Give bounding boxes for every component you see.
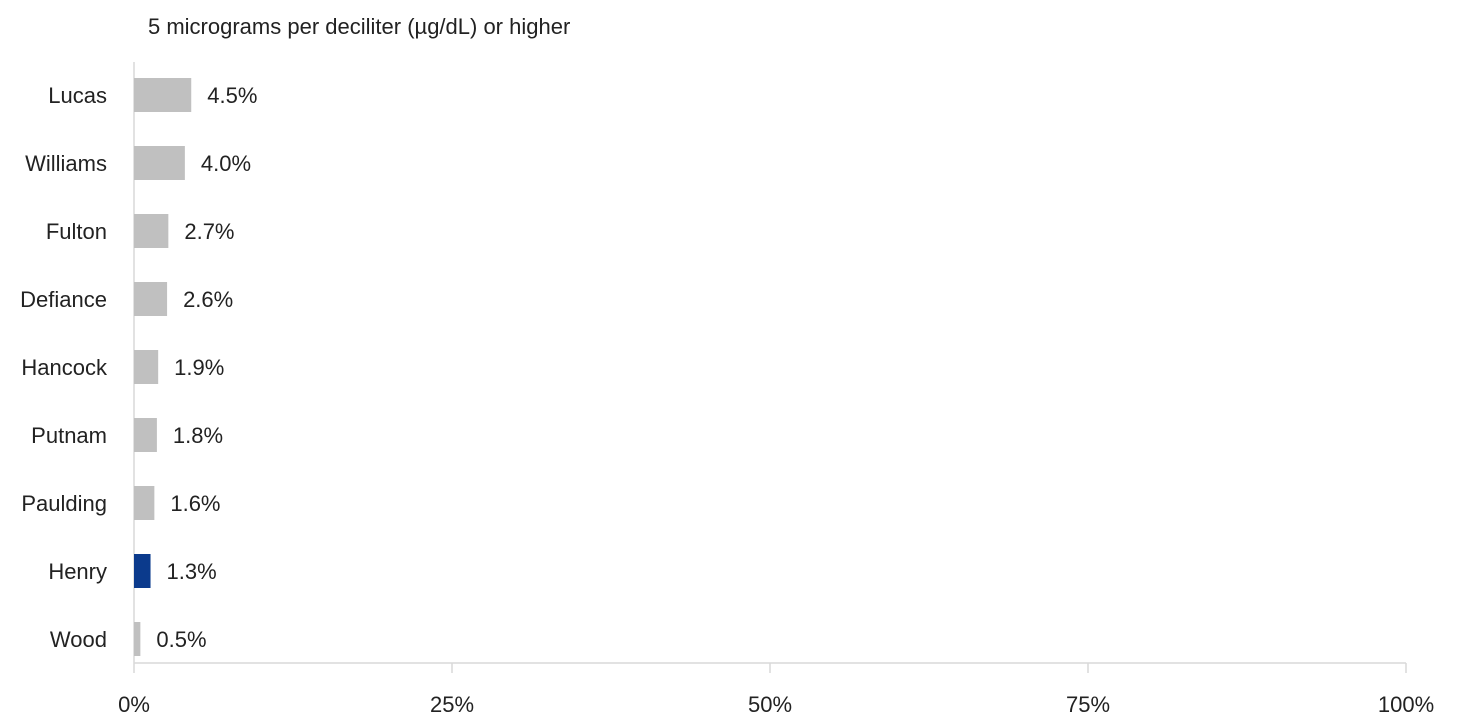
category-label: Henry [48,559,107,584]
axes [133,62,1407,673]
category-label: Paulding [21,491,107,516]
bar [134,146,185,180]
bar [134,78,192,112]
data-label: 2.7% [184,219,234,244]
chart-title: 5 micrograms per deciliter (µg/dL) or hi… [148,14,571,39]
category-label: Fulton [46,219,107,244]
bar [134,418,157,452]
bar [134,486,155,520]
x-tick-label: 100% [1378,692,1434,717]
data-label: 4.5% [207,83,257,108]
bar [134,350,159,384]
data-label: 1.3% [167,559,217,584]
data-label: 4.0% [201,151,251,176]
x-tick-label: 25% [430,692,474,717]
x-tick-label: 0% [118,692,150,717]
data-label: 2.6% [183,287,233,312]
category-label: Defiance [20,287,107,312]
bars [134,78,192,656]
category-label: Lucas [48,83,107,108]
bar [134,282,168,316]
x-tick-label: 50% [748,692,792,717]
category-label: Williams [25,151,107,176]
data-label: 1.9% [174,355,224,380]
data-label: 0.5% [156,627,206,652]
category-label: Wood [50,627,107,652]
x-tick-label: 75% [1066,692,1110,717]
bar [134,554,151,588]
category-label: Hancock [21,355,108,380]
category-label: Putnam [31,423,107,448]
bar [134,622,141,656]
data-label: 1.8% [173,423,223,448]
x-tick-labels: 0% 25% 50% 75% 100% [118,692,1434,717]
data-label: 1.6% [170,491,220,516]
value-labels: 4.5% 4.0% 2.7% 2.6% 1.9% 1.8% 1.6% 1.3% 0.5% [156,83,257,652]
bar [134,214,169,248]
category-labels: Lucas Williams Fulton Defiance Hancock Putnam… [20,83,108,652]
